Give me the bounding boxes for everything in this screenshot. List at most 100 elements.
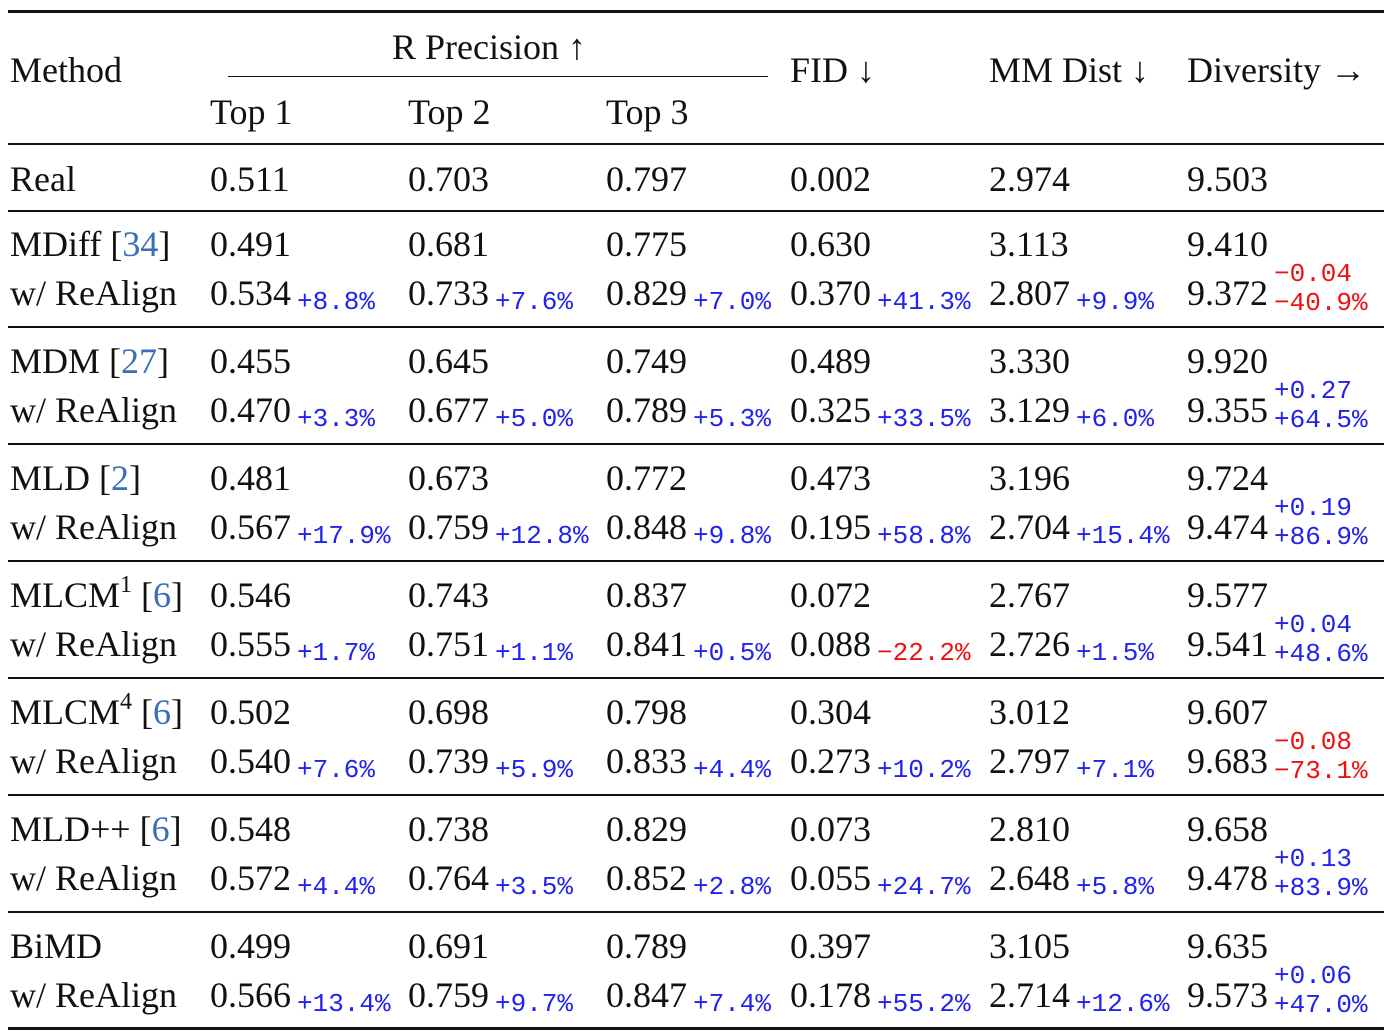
group-rule-2	[8, 443, 1384, 445]
base-top3-value: 0.789	[606, 926, 687, 966]
base-top1-value: 0.502	[210, 692, 291, 732]
diversity-rel-delta: −73.1%	[1274, 756, 1368, 786]
realign-mm-value: 3.129	[989, 390, 1070, 430]
realign-top3-value: 0.833	[606, 741, 687, 781]
realign-div-value: 9.683	[1187, 741, 1268, 781]
realign-top1-delta: +3.3%	[297, 404, 376, 434]
group-rule-3	[8, 560, 1384, 562]
realign-mm-delta: +7.1%	[1076, 755, 1155, 785]
realign-fid-value: 0.273	[790, 741, 871, 781]
realign-top1-value: 0.572	[210, 858, 291, 898]
realign-top3-delta: +7.0%	[693, 287, 772, 317]
base-fid-value: 0.630	[790, 224, 871, 264]
realign-fid-value: 0.055	[790, 858, 871, 898]
base-top3-value: 0.775	[606, 224, 687, 264]
realign-div-value: 9.355	[1187, 390, 1268, 430]
realign-top2-value: 0.751	[408, 624, 489, 664]
realign-label: w/ ReAlign	[10, 858, 177, 898]
base-fid-value: 0.073	[790, 809, 871, 849]
realign-div-value: 9.372	[1187, 273, 1268, 313]
realign-mm-value: 2.714	[989, 975, 1070, 1015]
realign-label: w/ ReAlign	[10, 975, 177, 1015]
realign-top1-value: 0.470	[210, 390, 291, 430]
realign-fid-value: 0.178	[790, 975, 871, 1015]
diversity-abs-delta: −0.04	[1274, 259, 1353, 289]
real-label: Real	[10, 159, 76, 199]
realign-top2-value: 0.759	[408, 975, 489, 1015]
base-top3-value: 0.798	[606, 692, 687, 732]
real-fid-value: 0.002	[790, 159, 871, 199]
realign-label: w/ ReAlign	[10, 507, 177, 547]
header-method: Method	[10, 50, 122, 90]
realign-fid-value: 0.088	[790, 624, 871, 664]
base-div-value: 9.724	[1187, 458, 1268, 498]
realign-top1-value: 0.567	[210, 507, 291, 547]
realign-top2-value: 0.677	[408, 390, 489, 430]
realign-top3-value: 0.829	[606, 273, 687, 313]
diversity-rel-delta: +83.9%	[1274, 873, 1368, 903]
realign-top1-value: 0.534	[210, 273, 291, 313]
realign-mm-delta: +9.9%	[1076, 287, 1155, 317]
realign-top3-value: 0.841	[606, 624, 687, 664]
realign-top2-delta: +3.5%	[495, 872, 574, 902]
method-label: MDiff	[10, 224, 102, 264]
realign-fid-delta: +24.7%	[877, 872, 971, 902]
realign-mm-value: 2.704	[989, 507, 1070, 547]
realign-top1-delta: +13.4%	[297, 989, 391, 1019]
base-top1-value: 0.491	[210, 224, 291, 264]
base-top3-value: 0.749	[606, 341, 687, 381]
realign-top3-delta: +4.4%	[693, 755, 772, 785]
realign-top2-value: 0.739	[408, 741, 489, 781]
diversity-rel-delta: +48.6%	[1274, 639, 1368, 669]
diversity-abs-delta: +0.04	[1274, 610, 1353, 640]
diversity-rel-delta: +47.0%	[1274, 990, 1368, 1020]
real-div-value: 9.503	[1187, 159, 1268, 199]
base-fid-value: 0.473	[790, 458, 871, 498]
base-top2-value: 0.698	[408, 692, 489, 732]
realign-fid-delta: +10.2%	[877, 755, 971, 785]
realign-top1-delta: +1.7%	[297, 638, 376, 668]
header-top2: Top 2	[408, 92, 491, 132]
citation-link[interactable]: 27	[121, 341, 158, 381]
method-label: MLCM	[10, 575, 121, 615]
base-fid-value: 0.397	[790, 926, 871, 966]
realign-mm-value: 2.797	[989, 741, 1070, 781]
realign-div-value: 9.541	[1187, 624, 1268, 664]
header-r-precision: R Precision ↑	[392, 27, 586, 67]
realign-mm-delta: +1.5%	[1076, 638, 1155, 668]
realign-mm-value: 2.648	[989, 858, 1070, 898]
realign-mm-delta: +15.4%	[1076, 521, 1170, 551]
base-mm-value: 3.012	[989, 692, 1070, 732]
realign-fid-delta: +33.5%	[877, 404, 971, 434]
realign-fid-value: 0.325	[790, 390, 871, 430]
realign-top2-delta: +5.9%	[495, 755, 574, 785]
realign-top2-delta: +12.8%	[495, 521, 589, 551]
citation-link[interactable]: 6	[153, 692, 172, 732]
realign-label: w/ ReAlign	[10, 741, 177, 781]
method-label: BiMD	[10, 926, 103, 966]
group-rule-1	[8, 326, 1384, 328]
method-label: MDM	[10, 341, 101, 381]
citation-link[interactable]: 34	[122, 224, 159, 264]
base-top2-value: 0.738	[408, 809, 489, 849]
real-mm-value: 2.974	[989, 159, 1070, 199]
real-top1-value: 0.511	[210, 159, 290, 199]
realign-fid-delta: −22.2%	[877, 638, 971, 668]
base-top3-value: 0.829	[606, 809, 687, 849]
citation-link[interactable]: 6	[153, 575, 172, 615]
realign-mm-value: 2.726	[989, 624, 1070, 664]
method-name: MDiff [34]	[10, 224, 171, 264]
method-superscript: 1	[120, 572, 133, 598]
base-fid-value: 0.304	[790, 692, 871, 732]
top-rule	[8, 10, 1384, 13]
diversity-abs-delta: +0.19	[1274, 493, 1353, 523]
realign-fid-delta: +58.8%	[877, 521, 971, 551]
realign-mm-value: 2.807	[989, 273, 1070, 313]
citation-link[interactable]: 2	[111, 458, 129, 498]
diversity-abs-delta: −0.08	[1274, 727, 1353, 757]
base-top2-value: 0.681	[408, 224, 489, 264]
r-precision-cmidrule	[228, 76, 768, 77]
realign-mm-delta: +12.6%	[1076, 989, 1170, 1019]
diversity-rel-delta: +86.9%	[1274, 522, 1368, 552]
citation-link[interactable]: 6	[151, 809, 170, 849]
